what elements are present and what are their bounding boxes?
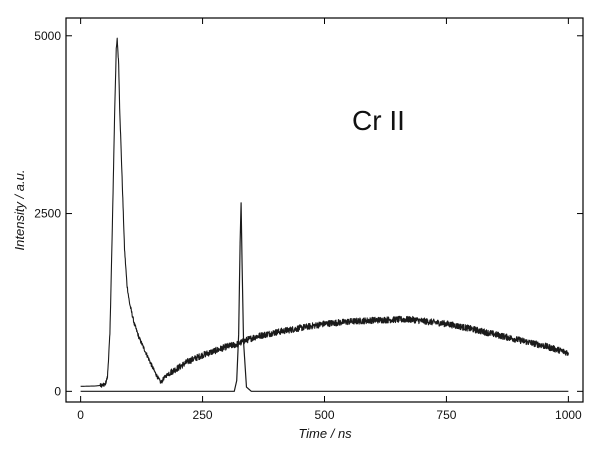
- y-tick-label: 2500: [34, 207, 61, 221]
- plot-frame: [65, 17, 584, 403]
- x-tick-label: 750: [436, 408, 456, 422]
- x-tick-label: 250: [193, 408, 213, 422]
- axis-ticks: 0 250 500 750 1000 0 2500 5000: [34, 18, 583, 422]
- annotation-cr-ii: Cr II: [352, 105, 405, 136]
- series-line-broad: [80, 37, 569, 388]
- x-axis-title: Time / ns: [298, 426, 352, 441]
- x-tick-label: 500: [314, 408, 334, 422]
- x-tick-label: 1000: [555, 408, 582, 422]
- y-tick-label: 0: [54, 384, 61, 398]
- series-line-sharp-peak: [80, 202, 569, 392]
- y-tick-label: 5000: [34, 29, 61, 43]
- x-tick-label: 0: [77, 408, 84, 422]
- series-layer: [80, 37, 569, 392]
- y-axis-title: Intensity / a.u.: [12, 170, 27, 251]
